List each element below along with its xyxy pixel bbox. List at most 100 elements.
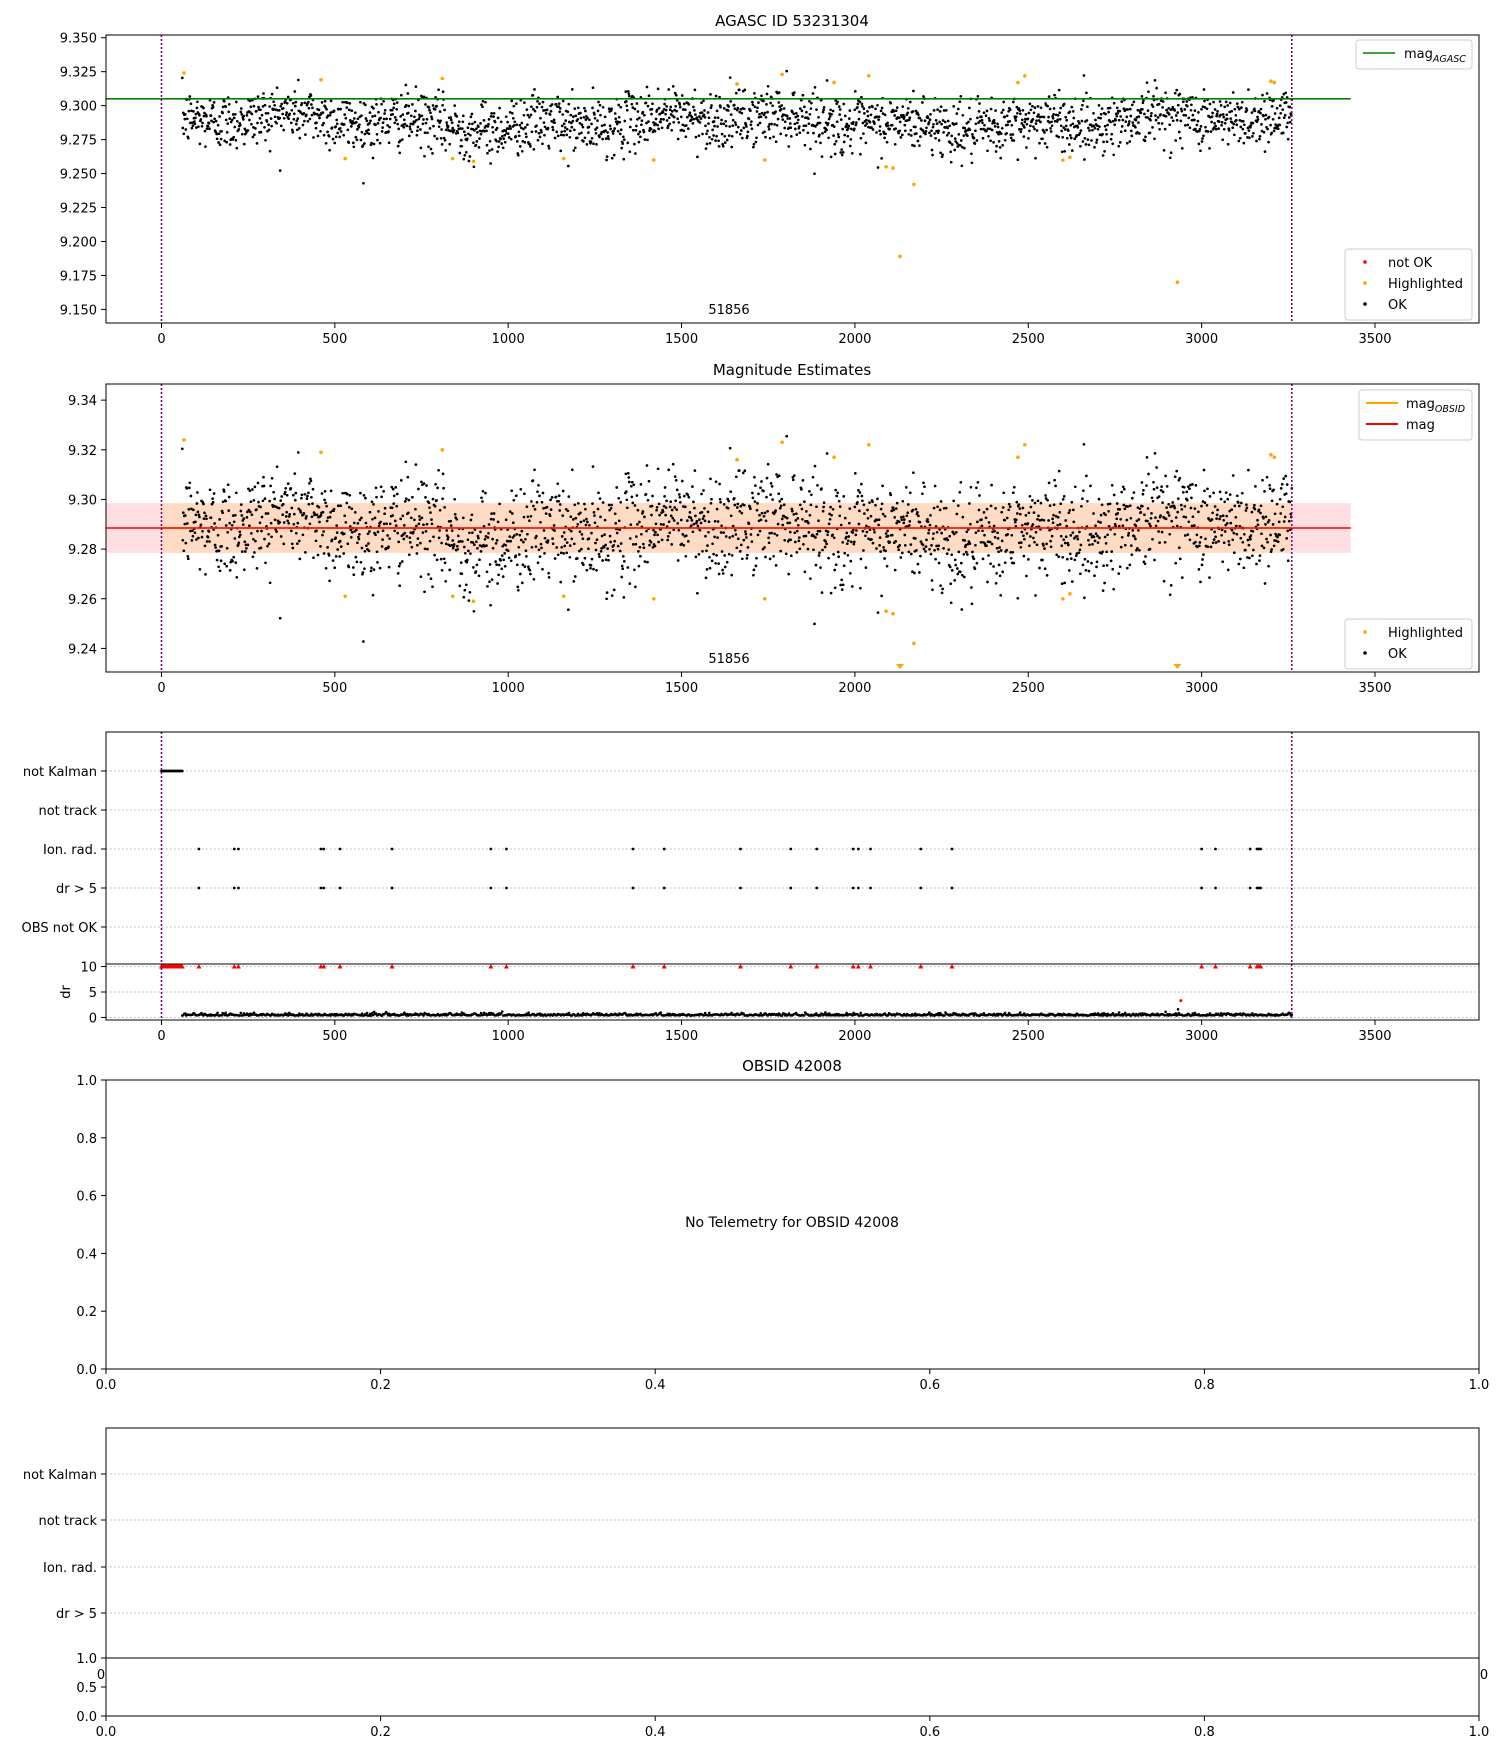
ok-point (713, 535, 716, 539)
ok-point (429, 111, 432, 115)
ok-point (950, 553, 954, 557)
ok-point (397, 127, 401, 131)
ok-point (907, 524, 911, 527)
ok-point (921, 101, 924, 104)
ok-point (466, 538, 470, 542)
ok-point (367, 549, 371, 553)
ok-point (1109, 137, 1113, 141)
dr5-point (237, 886, 240, 890)
ok-point (469, 115, 473, 119)
ok-point (880, 594, 883, 598)
ok-point (775, 123, 779, 127)
ok-point (1111, 142, 1115, 146)
ok-point (860, 494, 864, 498)
ok-point (464, 583, 468, 587)
dr-point (538, 1012, 541, 1015)
dr5-point (505, 886, 508, 890)
ok-point (1242, 566, 1246, 570)
ok-point (801, 93, 805, 97)
ok-point (311, 502, 314, 505)
ok-point (642, 546, 646, 550)
ok-point (804, 124, 808, 128)
ok-point (514, 102, 518, 105)
ok-point (981, 121, 984, 125)
ok-point (338, 555, 342, 558)
ok-point (618, 120, 622, 124)
ok-point (530, 500, 533, 503)
ok-point (681, 505, 685, 508)
ok-point (1120, 490, 1124, 494)
ok-point (574, 516, 578, 520)
ion-rad-point (856, 847, 860, 851)
ok-point (700, 111, 704, 114)
ok-point (724, 535, 728, 538)
ok-point (1064, 115, 1068, 119)
ok-point (1241, 540, 1245, 544)
ok-point (601, 501, 605, 504)
ok-point (322, 552, 326, 555)
ok-point (1281, 108, 1285, 111)
ok-point (1271, 523, 1275, 526)
ok-point (707, 530, 710, 534)
ok-point (1072, 520, 1076, 524)
ok-point (1138, 132, 1141, 135)
ok-point (1154, 516, 1157, 519)
ok-point (1225, 522, 1229, 525)
ok-point (935, 544, 938, 548)
ok-point (563, 544, 567, 548)
ok-point (492, 518, 495, 521)
ok-point (614, 522, 618, 525)
ok-point (1288, 500, 1292, 504)
ok-point (514, 135, 518, 138)
ok-point (826, 121, 830, 125)
ok-point (1260, 123, 1263, 126)
ok-point (1249, 124, 1253, 127)
ok-point (1125, 518, 1129, 522)
ok-point (890, 533, 894, 537)
ok-point (510, 489, 514, 493)
ok-point (441, 497, 444, 501)
ok-point (495, 563, 498, 566)
mag-est-ytick-label: 9.26 (68, 593, 97, 608)
ok-point (344, 116, 348, 120)
ok-point (1063, 149, 1067, 153)
ok-point (727, 134, 731, 137)
ok-point (987, 554, 990, 557)
ok-point (1049, 130, 1053, 133)
ok-point (908, 520, 912, 523)
ok-point (465, 558, 469, 562)
ok-point (360, 546, 364, 550)
ok-point (969, 117, 972, 121)
ok-point (1173, 506, 1177, 510)
ok-point (368, 530, 371, 533)
ok-point (741, 471, 745, 475)
ok-point (954, 140, 958, 143)
ok-point (544, 112, 548, 115)
ok-point (211, 105, 215, 109)
ok-point (945, 552, 949, 556)
ok-point (1112, 587, 1116, 591)
ok-point (607, 107, 611, 111)
ok-point (297, 127, 301, 130)
ok-point (559, 133, 563, 137)
dr-point (374, 1012, 378, 1015)
ok-point (930, 579, 934, 582)
ok-point (489, 115, 493, 118)
ok-point (547, 146, 551, 150)
ok-point (440, 128, 443, 131)
highlighted-point (471, 599, 476, 603)
highlighted-point (891, 166, 895, 170)
ok-point (399, 93, 403, 97)
ok-point (730, 573, 734, 577)
ok-point (618, 549, 622, 553)
ok-point (776, 117, 780, 121)
ok-point (503, 133, 507, 137)
ok-point (350, 507, 354, 511)
ok-point (985, 507, 989, 511)
ok-point (847, 535, 851, 538)
ok-point (707, 116, 711, 120)
ok-point (334, 135, 338, 139)
ok-point (677, 493, 681, 496)
ok-point (942, 506, 946, 510)
ok-point (808, 99, 811, 103)
